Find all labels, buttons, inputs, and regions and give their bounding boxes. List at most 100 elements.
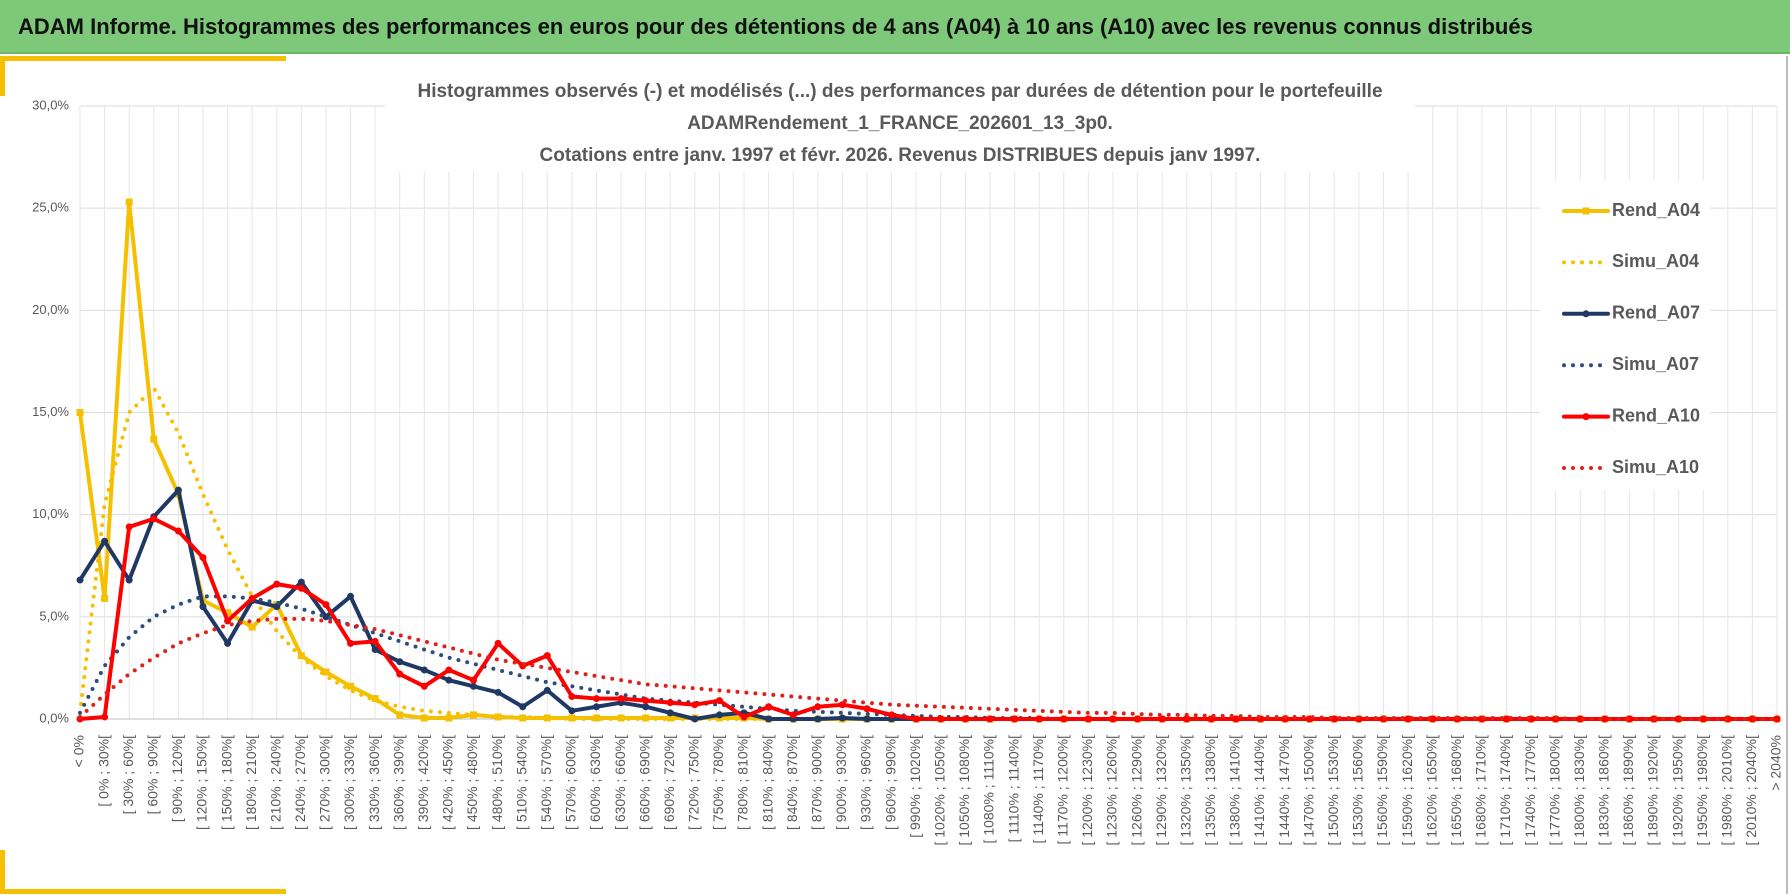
x-tick-label: [ 960% ; 990%[	[882, 735, 898, 830]
point	[101, 537, 109, 545]
x-tick-label: [ 1740% ; 1770%[	[1522, 735, 1538, 846]
point	[470, 682, 478, 690]
x-tick-label: [ 2010% ; 2040%[	[1743, 735, 1759, 846]
point	[199, 603, 207, 611]
point	[76, 409, 84, 416]
decor	[1786, 56, 1788, 894]
point	[347, 592, 355, 600]
point	[592, 714, 600, 722]
y-tick-label: 30,0%	[32, 97, 69, 112]
point	[1035, 715, 1043, 723]
point	[224, 609, 232, 617]
series-line	[78, 516, 1779, 721]
x-tick-label: [ 150% ; 180%[	[218, 735, 234, 830]
x-tick-label: [ 660% ; 690%[	[636, 735, 652, 830]
point	[494, 688, 502, 696]
point	[101, 713, 109, 721]
y-tick-label: 25,0%	[32, 200, 69, 215]
x-tick-label: [ 780% ; 810%[	[735, 735, 751, 830]
x-tick-label: [ 1170% ; 1200%[	[1054, 735, 1070, 845]
x-tick-label: [ 1950% ; 1980%[	[1694, 735, 1710, 846]
decor	[0, 850, 5, 894]
point	[445, 676, 453, 684]
decor	[0, 889, 286, 894]
point	[888, 711, 896, 719]
x-tick-label: [ 120% ; 150%[	[194, 735, 210, 830]
point	[691, 715, 699, 723]
x-tick-label: [ 1110% ; 1140%[	[1005, 735, 1021, 843]
x-tick-label: [ 60% ; 90%[	[144, 735, 160, 814]
point	[1060, 715, 1068, 723]
x-tick-label: [ 1410% ; 1440%[	[1251, 735, 1267, 846]
x-tick-label: [ 1050% ; 1080%[	[956, 735, 972, 846]
point	[322, 601, 330, 609]
y-tick-label: 10,0%	[32, 506, 69, 521]
point	[1084, 715, 1092, 723]
point	[347, 682, 355, 690]
point	[1675, 715, 1683, 723]
legend-marker	[1582, 207, 1590, 215]
x-tick-label: [ 750% ; 780%[	[710, 735, 726, 830]
point	[765, 715, 773, 723]
point	[1502, 715, 1510, 723]
x-tick-label: [ 900% ; 930%[	[833, 735, 849, 830]
x-tick-label: [ 90% ; 120%[	[169, 735, 185, 822]
point	[543, 686, 551, 694]
x-tick-label: [ 630% ; 660%[	[612, 735, 628, 830]
point	[371, 646, 379, 654]
point	[494, 639, 502, 647]
x-tick-label: [ 1830% ; 1860%[	[1596, 735, 1612, 846]
x-tick-label: [ 1500% ; 1530%[	[1325, 735, 1341, 846]
point	[347, 639, 355, 647]
legend-label: Simu_A04	[1612, 251, 1699, 271]
point	[1109, 715, 1117, 723]
x-tick-label: [ 540% ; 570%[	[538, 735, 554, 830]
point	[519, 714, 527, 722]
point	[396, 670, 404, 678]
x-tick-label: [ 1530% ; 1560%[	[1350, 735, 1366, 846]
x-tick-label: [ 1080% ; 1110%[	[981, 735, 997, 844]
x-tick-label: [ 240% ; 270%[	[292, 735, 308, 830]
y-tick-label: 20,0%	[32, 302, 69, 317]
point	[371, 637, 379, 645]
x-tick-label: [ 1200% ; 1230%[	[1079, 735, 1095, 846]
legend-label: Rend_A10	[1612, 405, 1700, 425]
x-tick-label: [ 1680% ; 1710%[	[1473, 735, 1489, 846]
point	[248, 623, 256, 631]
title-bg	[385, 76, 1415, 172]
x-tick-label: [ 1470% ; 1500%[	[1300, 735, 1316, 846]
point	[248, 594, 256, 602]
x-tick-label: [ 300% ; 330%[	[341, 735, 357, 830]
x-tick-label: [ 510% ; 540%[	[513, 735, 529, 830]
chart-title: Cotations entre janv. 1997 et févr. 2026…	[540, 145, 1261, 166]
x-tick-label: [ 600% ; 630%[	[587, 735, 603, 830]
point	[297, 584, 305, 592]
point	[592, 695, 600, 703]
point	[174, 527, 182, 535]
point	[150, 435, 158, 443]
point	[691, 701, 699, 709]
x-tick-label: [ 1440% ; 1470%[	[1276, 735, 1292, 846]
point	[666, 709, 674, 717]
point	[1601, 715, 1609, 723]
x-tick-label: [ 840% ; 870%[	[784, 735, 800, 830]
point	[715, 711, 723, 719]
decor	[0, 56, 286, 61]
point	[420, 666, 428, 674]
x-tick-label: [ 0% ; 30%[	[95, 735, 111, 807]
x-tick-label: [ 990% ; 1020%[	[907, 735, 923, 838]
x-tick-label: < 0%	[71, 735, 87, 767]
legend-label: Rend_A07	[1612, 303, 1700, 323]
legend-label: Simu_A07	[1612, 354, 1699, 374]
x-tick-label: [ 1710% ; 1740%[	[1497, 735, 1513, 846]
point	[445, 666, 453, 674]
x-tick-label: [ 1620% ; 1650%[	[1423, 735, 1439, 846]
x-tick-label: [ 570% ; 600%[	[563, 735, 579, 830]
legend-marker	[1582, 413, 1590, 421]
x-tick-label: > 2040%	[1768, 735, 1784, 791]
point	[1699, 715, 1707, 723]
point	[76, 576, 84, 584]
x-tick-label: [ 1860% ; 1890%[	[1620, 735, 1636, 846]
